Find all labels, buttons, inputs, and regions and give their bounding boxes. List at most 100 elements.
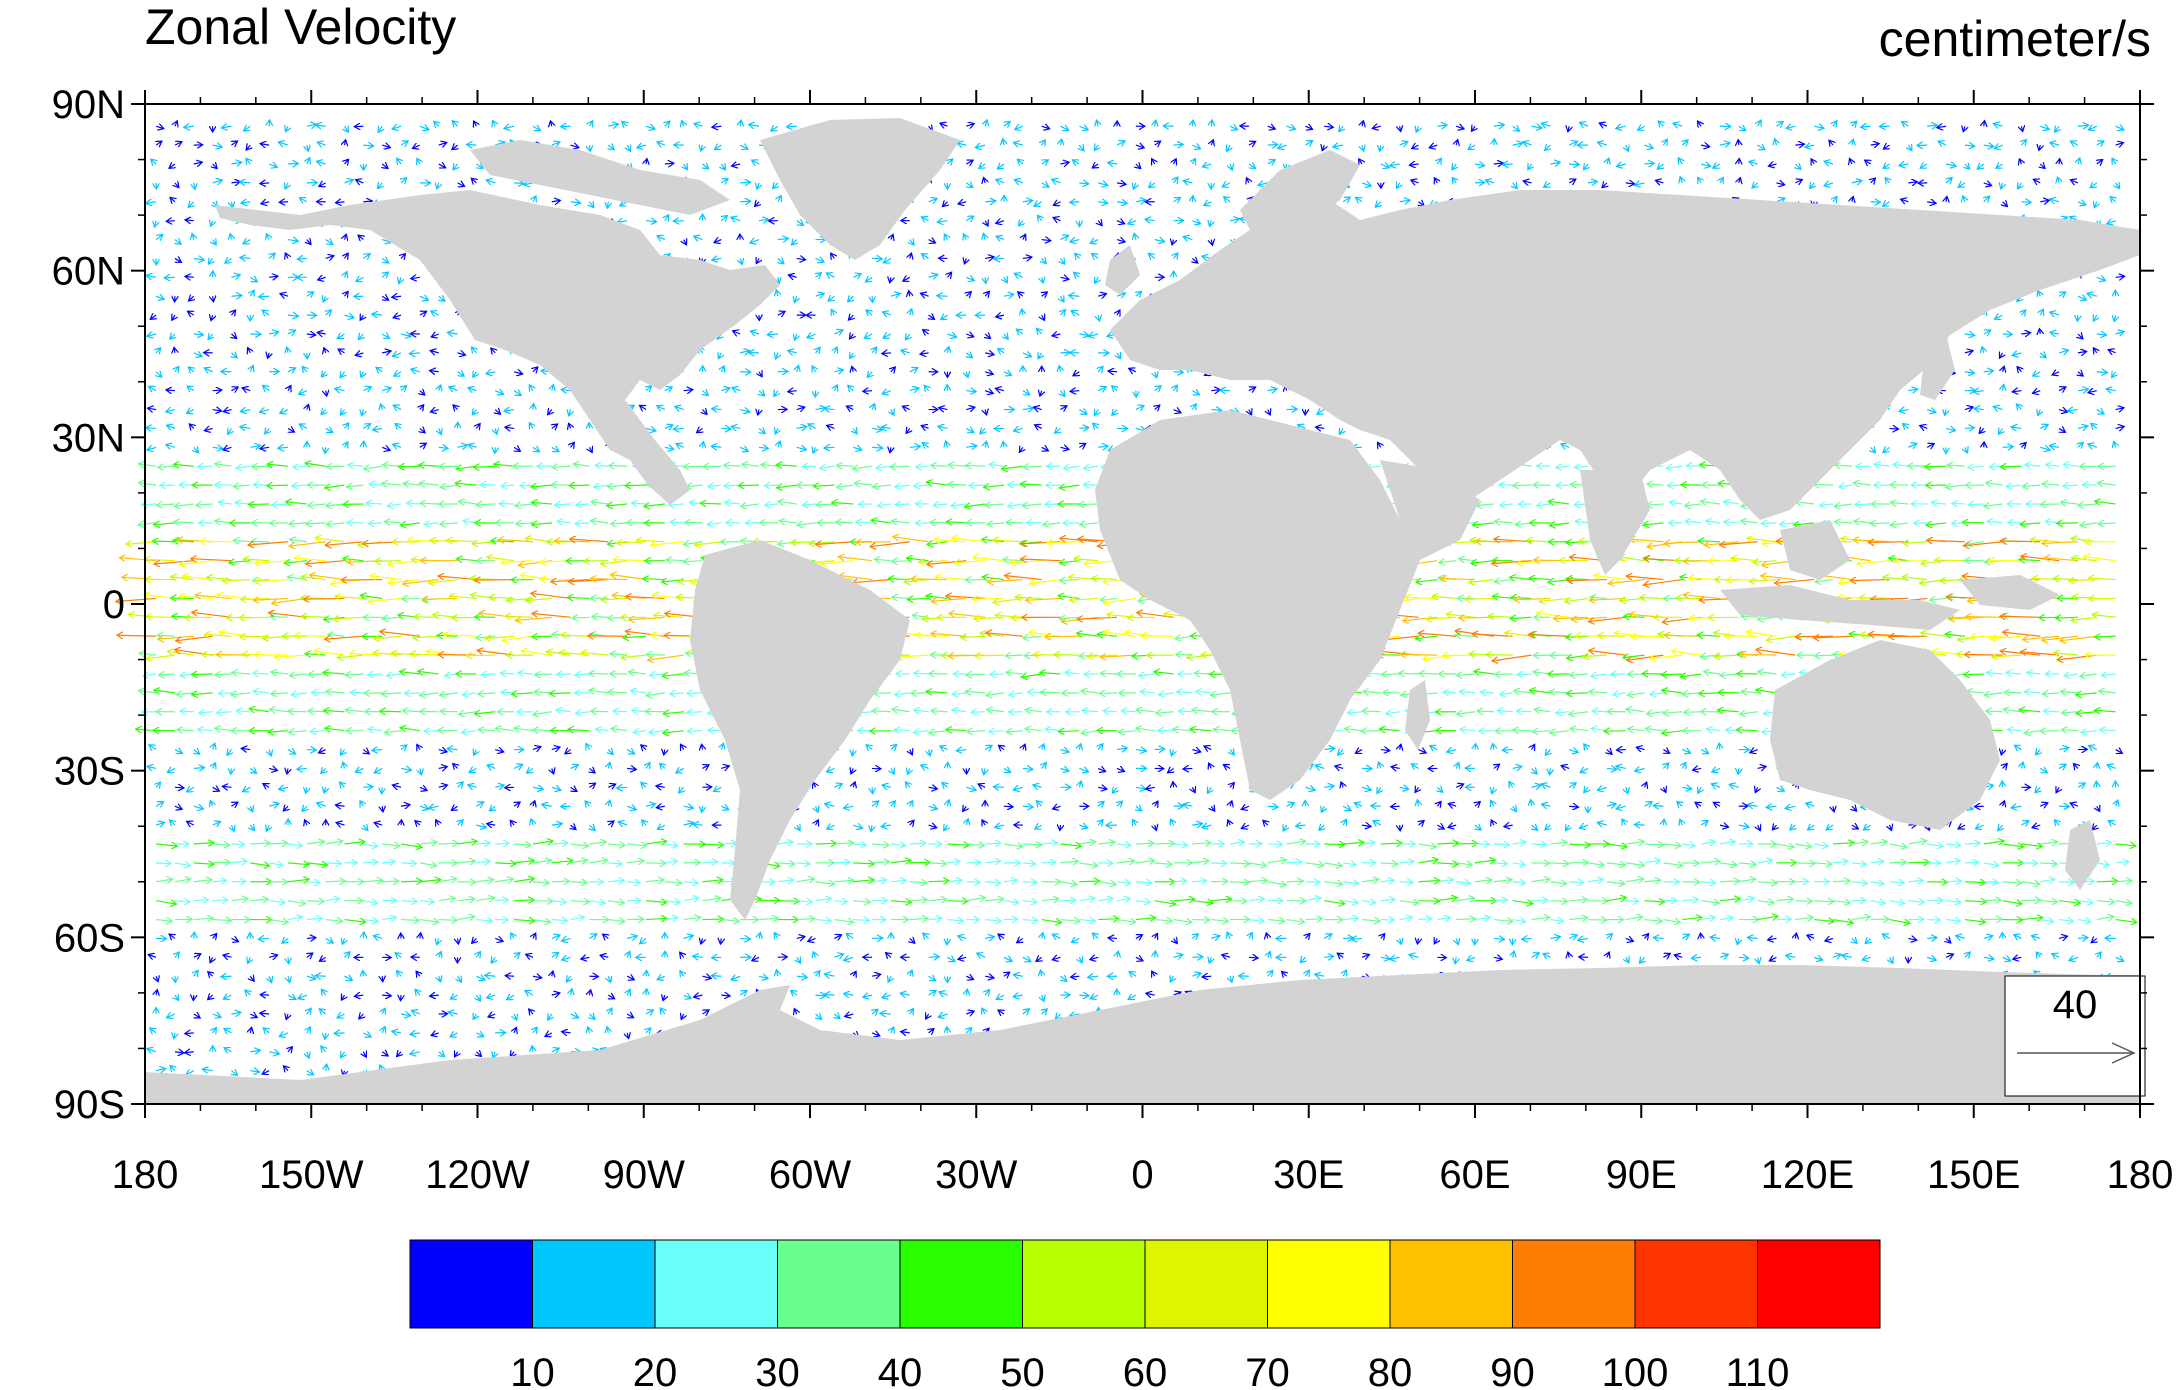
velocity-vector <box>836 466 854 467</box>
velocity-vector <box>1663 819 1664 825</box>
velocity-vector <box>424 731 439 732</box>
velocity-vector <box>1566 693 1589 694</box>
velocity-vector <box>363 787 373 788</box>
velocity-vector <box>166 390 175 391</box>
velocity-vector <box>2039 329 2040 334</box>
velocity-vector <box>1686 466 1702 467</box>
velocity-vector <box>1952 503 1965 504</box>
velocity-vector <box>975 655 1004 656</box>
velocity-vector <box>1964 882 1986 883</box>
velocity-vector <box>2004 692 2022 693</box>
velocity-vector <box>363 971 364 977</box>
velocity-vector <box>2096 881 2118 882</box>
velocity-vector <box>1381 674 1400 675</box>
velocity-vector <box>258 938 270 939</box>
velocity-vector <box>1220 390 1231 391</box>
velocity-vector <box>249 504 270 505</box>
velocity-vector <box>815 843 837 844</box>
velocity-vector <box>646 970 647 976</box>
velocity-vector <box>306 750 316 751</box>
velocity-vector <box>375 561 402 562</box>
velocity-vector <box>643 579 665 580</box>
velocity-vector <box>1079 881 1099 882</box>
velocity-vector <box>287 164 298 165</box>
velocity-vector <box>1598 636 1626 637</box>
velocity-vector <box>1522 938 1532 939</box>
velocity-vector <box>1986 711 2003 712</box>
velocity-vector <box>724 485 741 486</box>
velocity-vector <box>609 466 628 467</box>
velocity-vector <box>219 693 232 694</box>
velocity-vector <box>231 768 232 774</box>
velocity-vector <box>985 843 1001 844</box>
velocity-vector <box>1391 806 1400 807</box>
velocity-vector <box>414 617 439 618</box>
velocity-vector <box>764 485 778 486</box>
velocity-vector <box>297 768 307 769</box>
velocity-vector <box>467 144 477 145</box>
velocity-vector <box>1267 145 1278 146</box>
velocity-vector <box>476 504 496 505</box>
velocity-vector <box>972 598 1004 599</box>
velocity-vector <box>146 617 175 618</box>
velocity-vector <box>1983 882 1999 883</box>
velocity-vector <box>1099 693 1118 694</box>
velocity-vector <box>646 989 647 996</box>
velocity-vector <box>1868 542 1909 543</box>
velocity-vector <box>501 692 515 693</box>
velocity-vector <box>1305 882 1319 883</box>
velocity-vector <box>1983 900 2001 901</box>
velocity-vector <box>985 277 986 283</box>
velocity-vector <box>164 277 175 278</box>
velocity-vector <box>1531 844 1547 845</box>
velocity-vector <box>2096 781 2097 787</box>
velocity-vector <box>1079 428 1088 429</box>
velocity-vector <box>1324 844 1345 845</box>
velocity-vector <box>1965 655 2003 656</box>
velocity-vector <box>311 692 326 693</box>
velocity-vector <box>2000 466 2022 467</box>
velocity-vector <box>1361 731 1381 732</box>
velocity-vector <box>1192 957 1203 958</box>
velocity-vector <box>2059 159 2060 164</box>
velocity-vector <box>1611 674 1626 675</box>
velocity-vector <box>882 353 891 354</box>
velocity-vector <box>914 673 929 674</box>
velocity-vector <box>1653 938 1664 939</box>
velocity-vector <box>1889 428 1899 429</box>
velocity-vector <box>363 201 372 202</box>
velocity-vector <box>1192 196 1193 202</box>
velocity-vector <box>212 900 228 901</box>
velocity-vector <box>815 995 826 996</box>
velocity-vector <box>1108 938 1118 939</box>
velocity-vector <box>1267 806 1278 807</box>
velocity-vector <box>1644 844 1664 845</box>
velocity-vector <box>174 787 184 788</box>
velocity-vector <box>1070 391 1080 392</box>
velocity-vector <box>2002 447 2014 448</box>
velocity-vector <box>1211 410 1221 411</box>
velocity-vector <box>288 711 307 712</box>
velocity-vector <box>684 466 703 467</box>
velocity-vector <box>452 617 477 618</box>
velocity-vector <box>824 447 835 448</box>
velocity-vector <box>1718 692 1739 693</box>
velocity-vector <box>1041 692 1061 693</box>
velocity-vector <box>279 202 289 203</box>
velocity-vector <box>1701 933 1702 938</box>
velocity-vector <box>700 503 722 504</box>
velocity-vector <box>872 447 883 448</box>
velocity-vector <box>1343 938 1353 939</box>
velocity-vector <box>740 182 750 183</box>
velocity-vector <box>212 862 231 863</box>
velocity-vector <box>368 523 383 524</box>
velocity-vector <box>1480 692 1494 693</box>
velocity-vector <box>146 428 157 429</box>
velocity-vector <box>856 542 891 543</box>
velocity-vector <box>1286 881 1304 882</box>
velocity-vector <box>1569 164 1579 165</box>
velocity-vector <box>1419 673 1438 674</box>
velocity-vector <box>325 447 326 453</box>
velocity-vector <box>1022 882 1037 883</box>
velocity-vector <box>215 674 232 675</box>
